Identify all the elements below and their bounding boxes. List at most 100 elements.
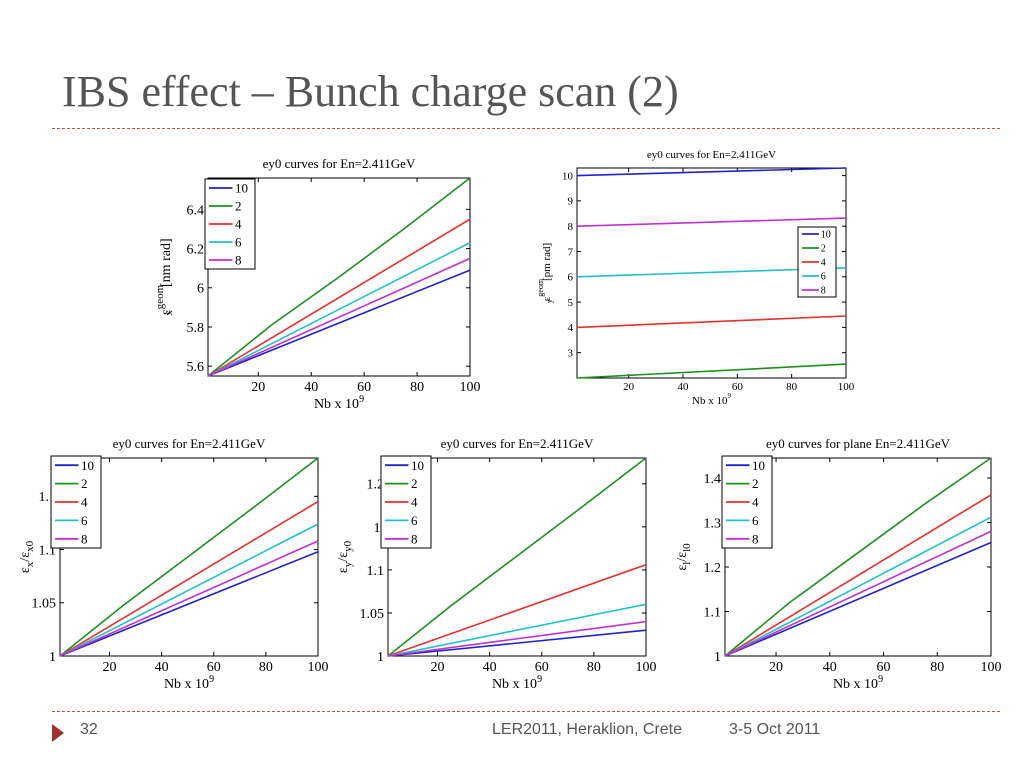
y-tick-label: 1 <box>714 650 721 665</box>
series-line-6 <box>207 241 471 377</box>
y-tick-label: 9 <box>568 196 574 208</box>
legend-label-4: 4 <box>752 495 759 510</box>
legend-label-8: 8 <box>752 531 759 546</box>
x-tick-label: 100 <box>981 660 1002 675</box>
series-line-4 <box>576 315 847 329</box>
x-axis-label: Nb x 109 <box>833 674 883 692</box>
y-tick-label: 1.05 <box>360 607 385 622</box>
series-line-4 <box>207 218 471 377</box>
y-axis-label: εl/εl0 <box>675 543 693 571</box>
y-tick-label: 8 <box>568 221 574 233</box>
series-line-2 <box>207 177 471 377</box>
x-tick-label: 40 <box>677 381 689 393</box>
series-line-6 <box>59 523 319 657</box>
series-line-10 <box>387 629 647 657</box>
chart-title: ey0 curves for plane En=2.411GeV <box>766 436 951 451</box>
series-line-6 <box>387 603 647 657</box>
y-tick-label: 6 <box>197 282 204 297</box>
y-tick-label: 6 <box>568 272 574 284</box>
y-tick-label: 1. <box>374 521 385 536</box>
x-tick-label: 80 <box>930 660 944 675</box>
y-tick-label: 1.4 <box>704 472 722 487</box>
series-line-10 <box>59 550 319 657</box>
x-tick-label: 40 <box>304 380 318 395</box>
series-line-4 <box>59 500 319 657</box>
legend-label-10: 10 <box>752 458 765 473</box>
legend-label-2: 2 <box>411 476 418 491</box>
y-tick-label: 1 <box>49 650 56 665</box>
chart-title: ey0 curves for En=2.411GeV <box>263 156 416 171</box>
legend-label-6: 6 <box>821 272 826 283</box>
x-tick-label: 20 <box>623 381 635 393</box>
series-line-10 <box>207 269 471 377</box>
y-tick-label: 1 <box>377 650 384 665</box>
series-line-2 <box>724 457 992 657</box>
y-tick-label: 5.8 <box>187 321 205 336</box>
chart-ey-geom: ey0 curves for En=2.411GeV 20 40 60 80 100 3 4 5… <box>536 149 855 407</box>
y-tick-label: 1.3 <box>704 516 722 531</box>
play-arrow-icon <box>52 724 64 742</box>
legend-label-10: 10 <box>235 181 248 196</box>
y-tick-label: 5 <box>568 297 574 309</box>
series-line-2 <box>576 363 847 379</box>
series-line-8 <box>59 540 319 657</box>
y-tick-label: 3 <box>568 348 574 360</box>
y-tick-label: 7 <box>568 246 574 258</box>
x-tick-label: 20 <box>769 660 783 675</box>
legend-label-8: 8 <box>411 531 418 546</box>
legend-label-8: 8 <box>821 286 826 297</box>
x-tick-label: 20 <box>103 660 117 675</box>
y-axis-label: εx/εx0 <box>18 540 36 573</box>
legend-label-4: 4 <box>821 258 826 269</box>
legend-label-6: 6 <box>81 513 88 528</box>
legend-label-4: 4 <box>81 495 88 510</box>
chart-ey-ratio: ey0 curves for En=2.411GeV 20 40 60 80 100 1 1.… <box>336 436 657 692</box>
x-tick-label: 60 <box>877 660 891 675</box>
y-tick-label: 5.6 <box>187 360 205 375</box>
series-line-10 <box>576 167 847 177</box>
y-axis-label: εgeomx [nm rad] <box>154 238 175 315</box>
chart-title: ey0 curves for En=2.411GeV <box>647 149 776 161</box>
chart-ex-ratio: ey0 curves for En=2.411GeV 20 40 60 80 100 1 1.… <box>18 436 329 692</box>
conference-label: LER2011, Heraklion, Crete <box>492 721 683 738</box>
x-tick-label: 100 <box>308 660 329 675</box>
series-line-10 <box>724 541 992 657</box>
legend-label-2: 2 <box>81 476 88 491</box>
legend-label-8: 8 <box>235 253 242 268</box>
series-line-2 <box>59 457 319 657</box>
x-tick-label: 80 <box>786 381 798 393</box>
legend-label-10: 10 <box>821 230 831 241</box>
x-tick-label: 60 <box>207 660 221 675</box>
x-tick-label: 80 <box>587 660 601 675</box>
x-tick-label: 100 <box>838 381 855 393</box>
legend-label-2: 2 <box>235 199 242 214</box>
x-axis-label: Nb x 109 <box>492 674 542 692</box>
x-tick-label: 20 <box>251 380 265 395</box>
series-line-6 <box>724 516 992 657</box>
y-tick-label: 1.2 <box>367 478 385 493</box>
x-tick-label: 60 <box>732 381 744 393</box>
legend-label-6: 6 <box>235 235 242 250</box>
x-tick-label: 80 <box>410 380 424 395</box>
series-line-8 <box>724 530 992 657</box>
title-divider <box>52 128 1000 129</box>
legend-label-6: 6 <box>411 513 418 528</box>
legend-label-6: 6 <box>752 513 759 528</box>
y-tick-label: 1.1 <box>704 605 722 620</box>
y-tick-label: 1.05 <box>32 597 57 612</box>
y-tick-label: 4 <box>568 322 574 334</box>
legend-label-2: 2 <box>752 476 759 491</box>
date-label: 3-5 Oct 2011 <box>729 721 821 738</box>
y-tick-label: 6.2 <box>187 242 205 257</box>
x-tick-label: 60 <box>357 380 371 395</box>
x-tick-label: 40 <box>483 660 497 675</box>
y-tick-label: 10 <box>562 170 574 182</box>
slide-title: IBS effect – Bunch charge scan (2) <box>62 67 679 116</box>
chart-el-ratio: ey0 curves for plane En=2.411GeV 20 40 60 80… <box>675 436 1002 692</box>
x-tick-label: 100 <box>636 660 657 675</box>
y-tick-label: 1.1 <box>367 564 385 579</box>
legend-label-4: 4 <box>411 495 418 510</box>
series-line-8 <box>207 257 471 377</box>
y-axis-label: εy/εy0 <box>336 540 354 573</box>
y-tick-label: 6.4 <box>187 203 205 218</box>
